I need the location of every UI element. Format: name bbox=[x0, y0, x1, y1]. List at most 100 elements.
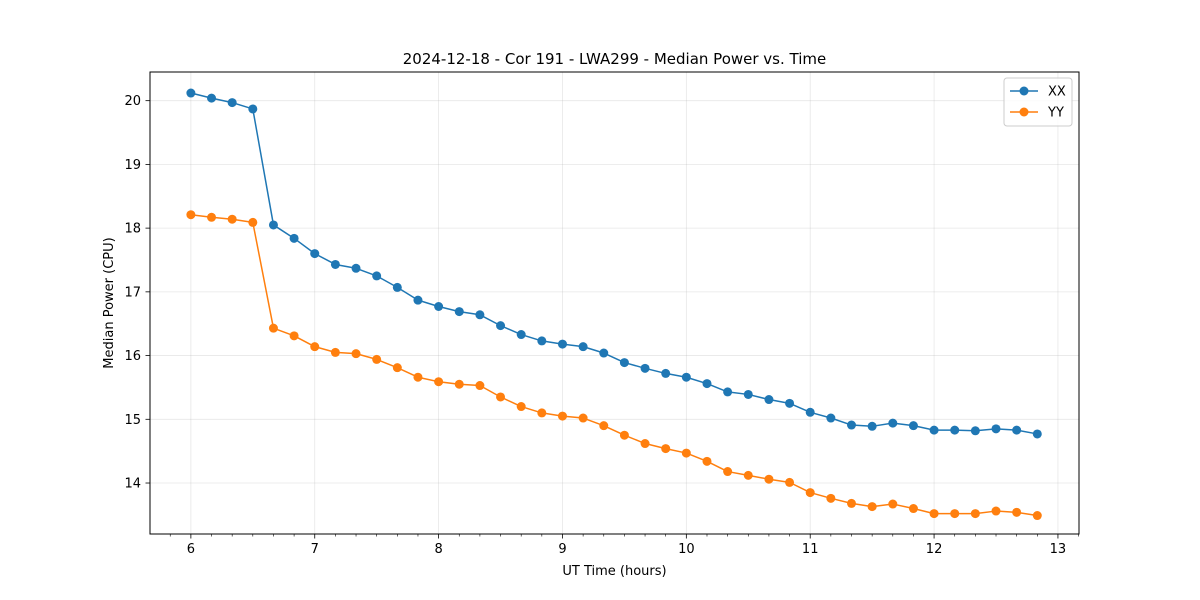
x-tick-label: 7 bbox=[311, 542, 319, 557]
data-point-xx bbox=[743, 389, 753, 399]
data-point-yy bbox=[846, 498, 856, 508]
legend-label-yy: YY bbox=[1047, 106, 1064, 121]
data-point-yy bbox=[496, 392, 506, 402]
y-tick-label: 14 bbox=[124, 477, 141, 492]
data-point-yy bbox=[764, 474, 774, 484]
data-point-xx bbox=[1012, 425, 1022, 435]
x-tick-label: 6 bbox=[187, 542, 195, 557]
data-point-xx bbox=[681, 372, 691, 382]
y-tick-label: 19 bbox=[124, 158, 141, 173]
data-point-xx bbox=[557, 339, 567, 349]
data-point-yy bbox=[227, 214, 237, 224]
data-point-xx bbox=[908, 421, 918, 431]
y-tick-label: 15 bbox=[124, 413, 141, 428]
x-tick-label: 8 bbox=[434, 542, 442, 557]
data-point-yy bbox=[908, 504, 918, 514]
legend-marker-xx bbox=[1019, 86, 1029, 96]
data-point-xx bbox=[392, 282, 402, 292]
data-point-yy bbox=[434, 377, 444, 387]
x-tick-label: 11 bbox=[802, 542, 819, 557]
data-point-xx bbox=[599, 348, 609, 358]
data-point-xx bbox=[846, 420, 856, 430]
data-point-yy bbox=[805, 488, 815, 498]
data-point-xx bbox=[578, 342, 588, 352]
data-point-xx bbox=[640, 363, 650, 373]
data-point-yy bbox=[702, 456, 712, 466]
data-point-xx bbox=[330, 259, 340, 269]
data-point-yy bbox=[351, 349, 361, 359]
grid bbox=[150, 72, 1079, 534]
data-point-yy bbox=[248, 217, 258, 227]
data-point-yy bbox=[557, 411, 567, 421]
data-point-yy bbox=[826, 493, 836, 503]
x-minor-ticks bbox=[169, 534, 1079, 537]
data-point-yy bbox=[310, 342, 320, 352]
x-tick-label: 13 bbox=[1050, 542, 1067, 557]
data-point-xx bbox=[516, 330, 526, 340]
data-point-xx bbox=[537, 336, 547, 346]
data-point-xx bbox=[248, 104, 258, 114]
data-point-xx bbox=[227, 98, 237, 108]
data-point-yy bbox=[619, 430, 629, 440]
x-tick-label: 12 bbox=[926, 542, 943, 557]
data-point-xx bbox=[702, 379, 712, 389]
data-point-yy bbox=[454, 379, 464, 389]
data-point-yy bbox=[578, 413, 588, 423]
series-layer bbox=[186, 88, 1042, 521]
y-tick-label: 16 bbox=[124, 349, 141, 364]
y-tick-label: 20 bbox=[124, 94, 141, 109]
data-point-xx bbox=[207, 93, 217, 103]
data-point-yy bbox=[785, 477, 795, 487]
data-point-yy bbox=[681, 448, 691, 458]
data-point-xx bbox=[496, 321, 506, 331]
data-point-xx bbox=[826, 413, 836, 423]
y-tick-label: 17 bbox=[124, 285, 141, 300]
data-point-yy bbox=[950, 509, 960, 519]
data-point-yy bbox=[723, 467, 733, 477]
data-point-yy bbox=[929, 509, 939, 519]
series-line-yy bbox=[190, 213, 1038, 517]
data-point-xx bbox=[888, 418, 898, 428]
data-point-yy bbox=[888, 499, 898, 509]
data-point-yy bbox=[372, 354, 382, 364]
data-point-xx bbox=[950, 425, 960, 435]
data-point-xx bbox=[351, 263, 361, 273]
data-point-xx bbox=[867, 421, 877, 431]
data-point-yy bbox=[743, 470, 753, 480]
data-point-xx bbox=[929, 425, 939, 435]
y-axis-label: Median Power (CPU) bbox=[102, 237, 117, 368]
data-point-yy bbox=[640, 439, 650, 449]
data-point-yy bbox=[1012, 507, 1022, 517]
y-tick-label: 18 bbox=[124, 222, 141, 237]
data-point-yy bbox=[268, 323, 278, 333]
legend-marker-yy bbox=[1019, 107, 1029, 117]
data-point-yy bbox=[475, 381, 485, 391]
data-point-yy bbox=[599, 421, 609, 431]
data-point-yy bbox=[970, 509, 980, 519]
series-line-xx bbox=[190, 92, 1038, 435]
data-point-xx bbox=[805, 407, 815, 417]
data-point-yy bbox=[991, 506, 1001, 516]
data-point-xx bbox=[186, 88, 196, 98]
x-tick-label: 10 bbox=[678, 542, 695, 557]
data-point-yy bbox=[330, 347, 340, 357]
y-axis: 14 15 16 17 18 19 20 bbox=[124, 94, 150, 492]
data-point-xx bbox=[310, 249, 320, 259]
data-point-yy bbox=[392, 363, 402, 373]
data-point-xx bbox=[454, 307, 464, 317]
data-point-xx bbox=[434, 302, 444, 312]
data-point-xx bbox=[268, 220, 278, 230]
data-point-xx bbox=[970, 426, 980, 436]
x-axis-label: UT Time (hours) bbox=[562, 564, 666, 579]
data-point-yy bbox=[537, 408, 547, 418]
legend: XX YY bbox=[1003, 77, 1073, 127]
data-point-xx bbox=[1032, 429, 1042, 439]
plot-frame bbox=[149, 71, 1080, 535]
data-point-xx bbox=[661, 368, 671, 378]
data-point-xx bbox=[413, 295, 423, 305]
data-point-xx bbox=[764, 395, 774, 405]
data-point-xx bbox=[723, 387, 733, 397]
data-point-yy bbox=[289, 331, 299, 341]
data-point-yy bbox=[1032, 511, 1042, 521]
